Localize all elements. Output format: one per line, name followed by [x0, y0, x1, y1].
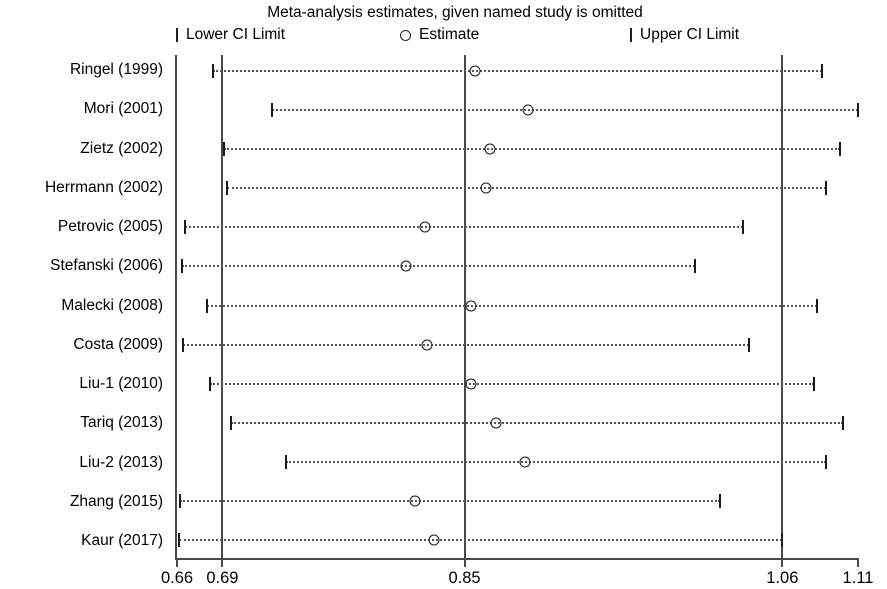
upper-ci-tick [816, 298, 819, 313]
ci-line [285, 460, 827, 463]
upper-ci-tick [719, 493, 722, 508]
estimate-marker [484, 143, 496, 155]
ci-line [272, 109, 858, 112]
lower-ci-tick [180, 259, 183, 274]
study-label: Liu-2 (2013) [79, 453, 163, 471]
upper-ci-tick [820, 63, 823, 78]
lower-ci-tick [209, 376, 212, 391]
x-axis-tick [176, 558, 178, 567]
reference-line [463, 55, 466, 558]
x-axis-tick-label: 0.66 [160, 569, 194, 587]
estimate-marker [421, 339, 433, 351]
study-label: Costa (2009) [73, 335, 163, 353]
estimate-circle-icon [400, 29, 411, 41]
upper-ci-tick [841, 415, 844, 430]
lower-ci-tick [222, 142, 225, 157]
upper-ci-tick [838, 142, 841, 157]
study-label: Zietz (2002) [80, 139, 163, 157]
upper-ci-tick [693, 259, 696, 274]
x-axis-tick [463, 558, 466, 567]
ci-line [226, 187, 827, 190]
ci-line [223, 148, 840, 151]
study-label: Mori (2001) [83, 100, 163, 118]
study-label: Stefanski (2006) [50, 257, 163, 275]
estimate-marker [519, 456, 531, 468]
estimate-marker [465, 378, 477, 390]
legend-item-upper-ci: Upper CI Limit [630, 25, 739, 45]
study-label: Malecki (2008) [61, 296, 163, 314]
estimate-marker [428, 534, 440, 546]
estimate-marker [480, 182, 492, 194]
ci-line [213, 69, 822, 72]
upper-ci-tick-icon [630, 28, 632, 42]
lower-ci-tick-icon [176, 28, 178, 42]
study-label: Zhang (2015) [69, 492, 163, 510]
ci-line [207, 304, 818, 307]
x-axis-tick-label: 1.11 [842, 569, 874, 587]
lower-ci-tick [183, 220, 186, 235]
estimate-marker [522, 104, 534, 116]
lower-ci-tick [212, 63, 215, 78]
x-axis-tick-label: 1.06 [766, 569, 799, 587]
lower-ci-tick [271, 103, 274, 118]
study-label: Liu-1 (2010) [79, 375, 163, 392]
study-label: Kaur (2017) [81, 532, 163, 549]
legend-upper-label: Upper CI Limit [640, 26, 740, 43]
lower-ci-tick [182, 337, 185, 352]
ci-line [183, 343, 750, 346]
legend-item-estimate: Estimate [400, 25, 479, 45]
lower-ci-tick [225, 181, 228, 196]
ci-line [210, 382, 815, 385]
study-label: Herrmann (2002) [44, 178, 163, 196]
upper-ci-tick [857, 103, 859, 118]
upper-ci-tick [813, 376, 816, 391]
legend-lower-label: Lower CI Limit [186, 26, 286, 43]
estimate-marker [400, 260, 411, 272]
plot-area: 0.66 0.69 0.85 1.06 1.11 [161, 55, 873, 587]
estimate-marker [465, 300, 477, 311]
x-axis-tick-label: 0.69 [206, 569, 239, 587]
estimate-marker [490, 417, 502, 429]
reference-line [221, 55, 224, 558]
estimate-marker [419, 221, 431, 233]
estimate-marker [469, 65, 481, 77]
study-label: Tariq (2013) [80, 414, 163, 432]
lower-ci-tick [177, 533, 180, 548]
lower-ci-tick [230, 415, 233, 430]
estimate-marker [409, 495, 421, 507]
ci-line [184, 226, 743, 229]
x-axis-tick [857, 558, 859, 567]
chart-title: Meta-analysis estimates, given named stu… [267, 4, 643, 21]
ci-line [181, 265, 695, 268]
upper-ci-tick [781, 533, 784, 548]
reference-line [781, 55, 784, 558]
x-axis-tick [781, 558, 784, 567]
x-axis-tick-label: 0.85 [448, 569, 481, 587]
upper-ci-tick [741, 220, 744, 235]
ci-line [231, 421, 843, 424]
legend-item-lower-ci: Lower CI Limit [176, 25, 285, 45]
study-label: Petrovic (2005) [57, 218, 163, 235]
ci-line [178, 539, 783, 542]
upper-ci-tick [825, 454, 828, 469]
upper-ci-tick [748, 337, 751, 352]
lower-ci-tick [179, 493, 182, 508]
legend-estimate-label: Estimate [419, 26, 480, 43]
lower-ci-tick [206, 298, 209, 313]
upper-ci-tick [825, 181, 828, 196]
study-label: Ringel (1999) [69, 61, 163, 78]
ci-line [180, 499, 721, 502]
lower-ci-tick [284, 454, 287, 469]
x-axis-tick [221, 558, 224, 567]
